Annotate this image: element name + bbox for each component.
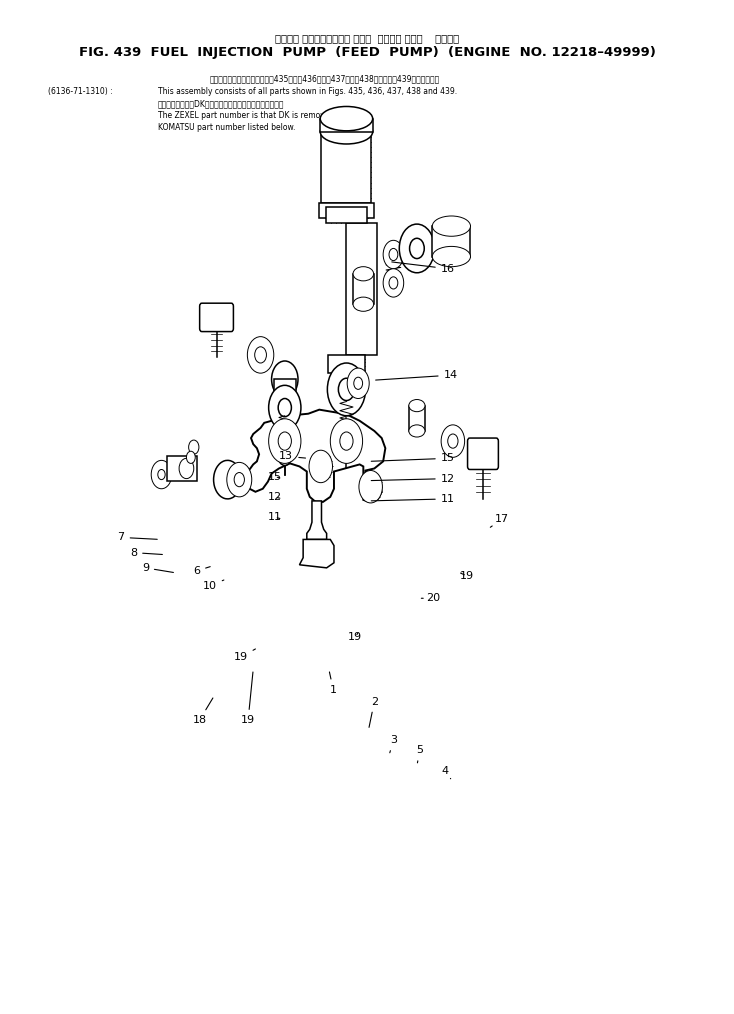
Circle shape — [389, 248, 398, 261]
Bar — [319, 203, 374, 218]
Text: 8: 8 — [130, 548, 162, 558]
Text: 3: 3 — [390, 735, 397, 752]
Ellipse shape — [320, 106, 373, 131]
Text: (6136-71-1310) :: (6136-71-1310) : — [48, 87, 112, 95]
Text: 7: 7 — [117, 532, 157, 542]
Circle shape — [269, 419, 301, 463]
Circle shape — [227, 462, 252, 497]
Ellipse shape — [409, 425, 425, 437]
Circle shape — [158, 469, 165, 480]
Text: 18: 18 — [192, 698, 213, 725]
Polygon shape — [307, 501, 327, 539]
Circle shape — [399, 224, 435, 273]
Bar — [432, 226, 470, 257]
Circle shape — [278, 447, 291, 465]
Text: 20: 20 — [421, 593, 440, 603]
Text: 17: 17 — [490, 514, 509, 527]
Text: 11: 11 — [267, 512, 282, 522]
Text: 13: 13 — [279, 451, 305, 461]
Bar — [328, 355, 365, 373]
Bar — [326, 207, 367, 223]
Circle shape — [278, 399, 291, 417]
Text: 6: 6 — [193, 566, 210, 576]
Bar — [346, 223, 377, 355]
Text: フェエル インジェクション ポンプ  フィード ポンプ    適用号機: フェエル インジェクション ポンプ フィード ポンプ 適用号機 — [275, 33, 459, 44]
Circle shape — [344, 442, 349, 450]
Circle shape — [354, 377, 363, 389]
Text: 19: 19 — [459, 571, 474, 581]
Text: FIG. 439  FUEL  INJECTION  PUMP  (FEED  PUMP)  (ENGINE  NO. 12218–49999): FIG. 439 FUEL INJECTION PUMP (FEED PUMP)… — [79, 47, 655, 59]
Circle shape — [186, 451, 195, 463]
Circle shape — [383, 269, 404, 297]
Text: 12: 12 — [371, 474, 455, 484]
Circle shape — [441, 425, 465, 457]
Text: 16: 16 — [392, 262, 455, 274]
Text: The ZEXEL part number is that DK is removed from: The ZEXEL part number is that DK is remo… — [158, 112, 355, 120]
Circle shape — [338, 378, 355, 401]
Polygon shape — [247, 410, 385, 502]
Text: This assembly consists of all parts shown in Figs. 435, 436, 437, 438 and 439.: This assembly consists of all parts show… — [158, 87, 457, 95]
Circle shape — [359, 470, 382, 503]
Text: 2: 2 — [369, 697, 378, 727]
Circle shape — [247, 337, 274, 373]
Text: 15: 15 — [371, 453, 455, 463]
Ellipse shape — [320, 120, 373, 144]
FancyBboxPatch shape — [468, 438, 498, 469]
Circle shape — [272, 361, 298, 397]
Text: 9: 9 — [142, 563, 173, 573]
Circle shape — [309, 450, 333, 483]
Circle shape — [255, 347, 266, 363]
Circle shape — [179, 458, 194, 479]
Text: 10: 10 — [203, 580, 224, 591]
Text: 12: 12 — [267, 492, 282, 502]
Circle shape — [383, 240, 404, 269]
Circle shape — [234, 473, 244, 487]
Circle shape — [278, 432, 291, 450]
Bar — [274, 379, 296, 397]
Text: 4: 4 — [441, 766, 451, 779]
Circle shape — [282, 452, 288, 460]
Circle shape — [189, 440, 199, 454]
Circle shape — [330, 419, 363, 463]
Circle shape — [327, 363, 366, 416]
Ellipse shape — [432, 246, 470, 267]
Text: このアセンブリの構成部品は第435図、第436図、第437図、第438図および第439図を見ます。: このアセンブリの構成部品は第435図、第436図、第437図、第438図および第… — [209, 75, 440, 83]
Ellipse shape — [353, 267, 374, 281]
Text: KOMATSU part number listed below.: KOMATSU part number listed below. — [158, 124, 295, 132]
Circle shape — [339, 436, 354, 456]
Circle shape — [347, 368, 369, 399]
Circle shape — [269, 385, 301, 430]
Text: 15: 15 — [267, 472, 282, 482]
Ellipse shape — [432, 216, 470, 236]
Text: 1: 1 — [330, 672, 337, 695]
Bar — [353, 274, 374, 304]
Text: 5: 5 — [416, 745, 424, 763]
Ellipse shape — [353, 297, 374, 311]
Text: 品番のメーカ記号DKを除いたものがゼクセルの品番です。: 品番のメーカ記号DKを除いたものがゼクセルの品番です。 — [158, 99, 284, 107]
Text: 19: 19 — [348, 632, 363, 642]
Text: 11: 11 — [371, 494, 455, 504]
Ellipse shape — [409, 400, 425, 412]
Circle shape — [151, 460, 172, 489]
FancyBboxPatch shape — [200, 303, 233, 332]
Bar — [320, 119, 373, 132]
Circle shape — [410, 238, 424, 259]
Bar — [409, 406, 425, 431]
Circle shape — [340, 432, 353, 450]
Text: 19: 19 — [233, 649, 255, 662]
Polygon shape — [299, 539, 334, 568]
Circle shape — [389, 277, 398, 289]
Bar — [167, 456, 197, 481]
Text: 19: 19 — [241, 672, 255, 725]
Bar — [321, 132, 371, 203]
Circle shape — [448, 434, 458, 448]
Text: 14: 14 — [376, 370, 458, 380]
